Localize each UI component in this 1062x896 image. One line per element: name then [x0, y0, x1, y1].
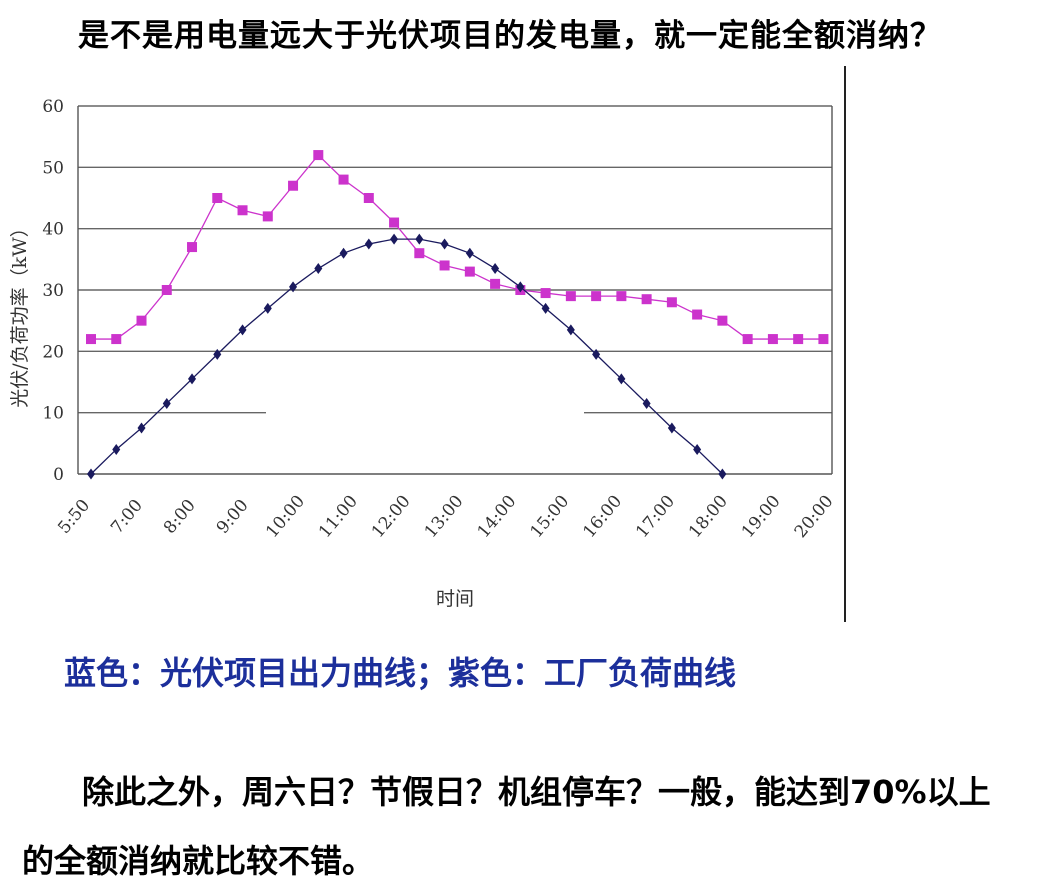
data-point	[641, 294, 652, 305]
data-point	[793, 334, 804, 345]
y-tick-label: 60	[42, 97, 64, 117]
data-point	[112, 443, 121, 455]
y-tick-label: 10	[42, 404, 64, 424]
data-point	[693, 443, 702, 455]
x-tick-label: 15:00	[526, 492, 573, 542]
data-point	[415, 233, 424, 245]
line-chart: 0 10 20 30 40 50 60 5:50 7:00 8:00 9:00 10:00 11:00…	[9, 97, 838, 610]
data-point	[491, 263, 500, 275]
data-point	[541, 302, 550, 314]
data-point	[289, 281, 298, 293]
x-tick-label: 14:00	[474, 492, 521, 542]
data-point	[338, 174, 349, 185]
data-point	[161, 285, 172, 295]
data-point	[439, 260, 450, 271]
data-point	[187, 242, 198, 253]
data-point	[692, 309, 703, 320]
data-point	[666, 297, 677, 308]
data-point	[642, 397, 651, 409]
y-tick-label: 50	[42, 158, 64, 178]
y-tick-label: 30	[42, 281, 64, 301]
x-axis-label: 时间	[436, 588, 474, 610]
x-tick-label: 7:00	[107, 496, 147, 538]
data-point	[313, 150, 324, 161]
data-point	[591, 291, 602, 302]
data-point	[137, 422, 146, 434]
chart-axes	[77, 106, 833, 475]
x-tick-labels: 5:50 7:00 8:00 9:00 10:00 11:00 12:00 13:00 14:0…	[54, 492, 837, 542]
y-tick-label: 0	[53, 465, 64, 485]
data-point	[516, 281, 525, 293]
data-point	[389, 217, 400, 228]
x-tick-label: 13:00	[421, 492, 468, 542]
series-line-1	[90, 238, 723, 475]
data-point	[213, 348, 222, 360]
data-point	[314, 263, 323, 275]
x-tick-label: 8:00	[160, 496, 200, 538]
data-point	[162, 397, 171, 409]
data-point	[237, 205, 248, 216]
data-point	[490, 278, 501, 289]
page-heading: 是不是用电量远大于光伏项目的发电量，就一定能全额消纳？	[78, 18, 942, 54]
grid-lines	[78, 105, 832, 414]
x-tick-label: 17:00	[632, 492, 679, 542]
data-point	[717, 315, 728, 326]
data-point	[238, 324, 247, 336]
data-point	[262, 211, 273, 222]
x-tick-label: 11:00	[315, 492, 362, 542]
y-axis-label: 光伏/负荷功率（kW）	[9, 218, 31, 407]
series-line-0	[91, 154, 824, 340]
x-tick-label: 5:50	[54, 496, 94, 538]
data-point	[617, 373, 626, 385]
data-point	[540, 288, 551, 299]
data-point	[86, 334, 96, 345]
data-point	[136, 315, 147, 326]
data-point	[288, 180, 299, 191]
y-tick-labels: 0 10 20 30 40 50 60	[42, 97, 64, 485]
x-tick-label: 10:00	[262, 492, 309, 542]
data-point	[592, 348, 601, 360]
x-tick-label: 18:00	[685, 492, 732, 542]
data-point	[212, 193, 223, 203]
x-tick-label: 20:00	[791, 492, 838, 542]
data-point	[464, 266, 475, 277]
data-point	[414, 248, 425, 259]
x-tick-label: 12:00	[368, 492, 415, 542]
paragraph-line-1: 除此之外，周六日？节假日？机组停车？一般，能达到70%以上	[82, 773, 991, 811]
data-point	[718, 468, 727, 480]
y-tick-label: 40	[42, 220, 64, 240]
chart-series	[86, 150, 829, 480]
data-point	[339, 247, 348, 259]
data-point	[667, 422, 676, 434]
data-point	[188, 373, 197, 385]
data-point	[465, 247, 474, 259]
data-point	[566, 324, 575, 336]
y-tick-label: 20	[42, 342, 64, 362]
x-tick-label: 9:00	[213, 496, 253, 538]
data-point	[364, 238, 373, 250]
slide-divider-line	[844, 66, 846, 622]
paragraph-line-2: 的全额消纳就比较不错。	[22, 842, 375, 880]
x-tick-label: 16:00	[579, 492, 626, 542]
data-point	[363, 193, 374, 203]
data-point	[390, 233, 399, 245]
data-point	[263, 302, 272, 314]
x-tick-label: 19:00	[738, 492, 785, 542]
data-point	[616, 291, 627, 302]
data-point	[87, 468, 95, 480]
data-point	[565, 291, 576, 302]
data-point	[742, 334, 753, 345]
data-point	[767, 334, 778, 345]
data-point	[111, 334, 122, 345]
data-point	[440, 238, 449, 250]
data-point	[818, 334, 829, 345]
legend-note: 蓝色：光伏项目出力曲线；紫色：工厂负荷曲线	[64, 654, 737, 692]
